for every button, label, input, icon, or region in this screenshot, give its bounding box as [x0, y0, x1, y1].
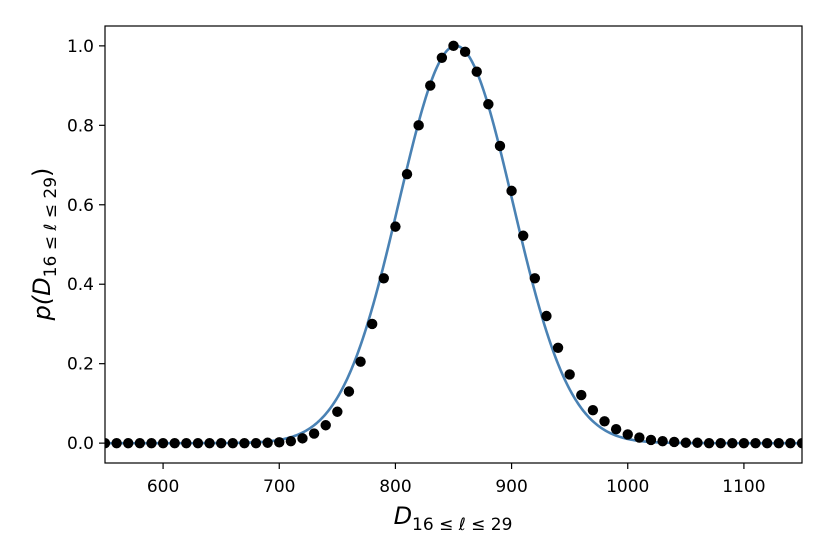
x-tick-label: 900	[495, 477, 527, 497]
data-point	[727, 437, 738, 449]
x-axis-label: D16 ≤ ℓ ≤ 29	[394, 502, 513, 535]
data-point	[552, 342, 564, 353]
data-point	[599, 416, 610, 427]
data-point	[355, 356, 366, 367]
data-point	[494, 140, 506, 152]
data-point	[123, 437, 134, 449]
data-point	[285, 435, 297, 447]
data-point	[105, 437, 111, 449]
data-point	[320, 420, 331, 431]
y-axis-label-subscript: 16 ≤ ℓ ≤ 29	[41, 177, 61, 277]
data-point	[622, 429, 633, 440]
data-point	[471, 66, 482, 77]
data-point	[750, 437, 761, 449]
data-point	[680, 437, 692, 448]
x-axis-label-subscript: 16 ≤ ℓ ≤ 29	[412, 515, 512, 535]
data-point	[413, 120, 424, 131]
data-point	[738, 437, 750, 449]
data-point	[227, 437, 238, 449]
data-point	[715, 437, 726, 449]
data-point	[181, 437, 192, 449]
data-point	[564, 369, 575, 380]
data-point	[157, 437, 169, 449]
y-axis-label: p(D16 ≤ ℓ ≤ 29)	[28, 168, 61, 322]
data-point	[448, 40, 459, 52]
y-tick-label: 0.2	[67, 355, 94, 375]
data-point	[192, 437, 204, 449]
data-point	[773, 437, 784, 449]
data-point	[634, 432, 645, 443]
y-tick-label: 0.8	[67, 116, 94, 136]
data-point	[297, 433, 308, 444]
data-point	[250, 437, 262, 449]
data-point	[239, 437, 250, 449]
data-point	[308, 428, 320, 439]
data-point	[146, 437, 157, 449]
data-point	[541, 310, 552, 322]
data-point	[785, 437, 796, 449]
data-point	[518, 230, 529, 241]
data-point	[436, 52, 448, 63]
y-tick-label: 0.4	[67, 275, 94, 295]
y-tick-label: 0.6	[67, 196, 94, 216]
data-point	[587, 404, 599, 416]
x-axis-label-base: D	[394, 502, 412, 530]
data-point	[274, 437, 285, 448]
data-point	[401, 168, 413, 180]
data-point	[483, 99, 494, 110]
data-point	[796, 437, 802, 449]
data-point	[111, 437, 122, 449]
data-point	[169, 437, 180, 449]
data-point	[529, 273, 541, 284]
x-tick-label: 600	[147, 477, 179, 497]
plot-background	[105, 26, 802, 463]
data-point-layer	[105, 40, 802, 449]
y-tick-label: 1.0	[67, 37, 94, 57]
data-point	[657, 435, 668, 447]
data-point	[761, 437, 773, 449]
data-point	[366, 318, 378, 330]
x-tick-label: 1100	[722, 477, 765, 497]
y-axis-label-base: p(D	[28, 277, 56, 321]
y-tick-label: 0.0	[67, 434, 94, 454]
x-tick-label: 1000	[606, 477, 649, 497]
data-point	[645, 434, 657, 446]
data-point	[669, 436, 680, 448]
data-point	[703, 437, 715, 449]
plot-frame	[104, 25, 803, 464]
data-point	[262, 437, 273, 448]
data-point	[343, 386, 355, 397]
data-point	[215, 437, 227, 449]
x-tick-label: 700	[263, 477, 295, 497]
y-axis-label-close: )	[28, 168, 56, 177]
data-point	[204, 437, 215, 449]
data-point	[425, 80, 436, 91]
data-point	[378, 273, 389, 284]
data-point	[459, 46, 471, 58]
x-axis: 600 700 800 900 1000 1100	[147, 463, 766, 497]
data-point	[506, 185, 517, 197]
data-point	[692, 437, 703, 448]
x-tick-label: 800	[379, 477, 411, 497]
data-point	[576, 389, 587, 401]
data-point	[390, 221, 401, 232]
y-axis: 0.0 0.2 0.4 0.6 0.8 1.0	[67, 37, 105, 454]
data-point	[610, 424, 622, 435]
data-point	[134, 437, 146, 449]
data-point	[332, 406, 343, 417]
